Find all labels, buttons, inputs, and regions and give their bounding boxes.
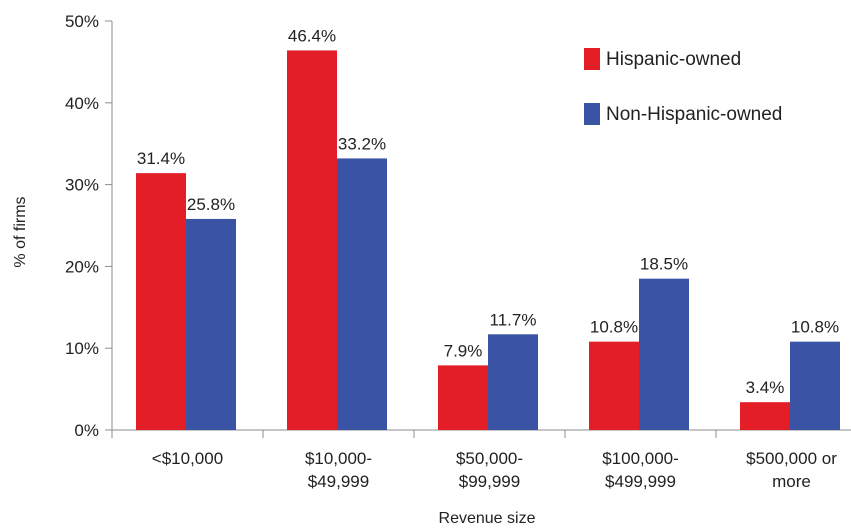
data-label: 33.2% — [338, 134, 386, 153]
x-category-label: $500,000 or more — [746, 449, 837, 491]
data-label: 10.8% — [791, 318, 839, 337]
y-axis: 0% 10% 20% 30% 40% 50% — [65, 12, 113, 440]
bars — [136, 50, 840, 431]
data-label: 25.8% — [187, 195, 235, 214]
x-category-label: <$10,000 — [152, 449, 223, 468]
y-tick-label: 20% — [65, 257, 99, 276]
x-category-label-line: $50,000- — [456, 449, 523, 468]
x-category-label-line: $10,000- — [305, 449, 372, 468]
x-category-label-line: $100,000- — [602, 449, 679, 468]
bar-non-hispanic-owned — [790, 341, 840, 430]
bar-non-hispanic-owned — [337, 158, 387, 430]
y-tick-label: 10% — [65, 339, 99, 358]
legend-label: Non-Hispanic-owned — [606, 104, 782, 125]
bar-hispanic-owned — [438, 365, 488, 430]
data-label: 46.4% — [288, 26, 336, 45]
bar-hispanic-owned — [136, 173, 186, 430]
x-category-label: $10,000- $49,999 — [305, 449, 372, 491]
y-tick-label: 40% — [65, 94, 99, 113]
bar-non-hispanic-owned — [639, 278, 689, 430]
x-category-label-line: $499,999 — [605, 472, 676, 491]
legend-label: Hispanic-owned — [606, 49, 741, 70]
data-label: 31.4% — [137, 149, 185, 168]
bar-non-hispanic-owned — [488, 334, 538, 430]
data-labels: 31.4% 46.4% 7.9% 10.8% 3.4% 25.8% 33.2% 11.7% 18… — [137, 26, 839, 397]
x-category-label-line: $500,000 or — [746, 449, 837, 468]
bar-non-hispanic-owned — [186, 218, 236, 430]
x-axis: <$10,000 $10,000- $49,999 $50,000- $99,999 $1… — [111, 429, 851, 491]
data-label: 3.4% — [746, 378, 785, 397]
x-category-label: $100,000- $499,999 — [602, 449, 679, 491]
data-label: 11.7% — [490, 310, 537, 329]
bar-hispanic-owned — [287, 50, 337, 431]
x-category-label-line: $49,999 — [308, 472, 369, 491]
x-category-label-line: $99,999 — [459, 472, 520, 491]
x-category-label-line: more — [772, 472, 811, 491]
legend: Hispanic-owned Non-Hispanic-owned — [584, 48, 782, 125]
y-tick-label: 0% — [74, 421, 99, 440]
data-label: 10.8% — [590, 318, 638, 337]
y-tick-label: 30% — [65, 176, 99, 195]
x-axis-title: Revenue size — [439, 510, 536, 527]
legend-swatch — [584, 103, 600, 125]
data-label: 18.5% — [640, 255, 688, 274]
legend-swatch — [584, 48, 600, 70]
bar-hispanic-owned — [589, 341, 639, 430]
y-tick-label: 50% — [65, 12, 99, 31]
data-label: 7.9% — [444, 341, 483, 360]
x-category-label: $50,000- $99,999 — [456, 449, 523, 491]
y-axis-title: % of firms — [12, 196, 29, 267]
bar-hispanic-owned — [740, 402, 790, 430]
x-category-label-line: <$10,000 — [152, 449, 223, 468]
